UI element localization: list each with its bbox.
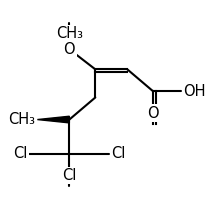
Polygon shape (37, 116, 69, 123)
Text: O: O (64, 42, 75, 57)
Text: CH₃: CH₃ (56, 26, 83, 41)
Text: O: O (147, 106, 159, 121)
Text: CH₃: CH₃ (8, 112, 35, 127)
Text: Cl: Cl (13, 146, 28, 161)
Text: Cl: Cl (62, 168, 76, 183)
Text: OH: OH (183, 84, 206, 99)
Text: Cl: Cl (111, 146, 126, 161)
